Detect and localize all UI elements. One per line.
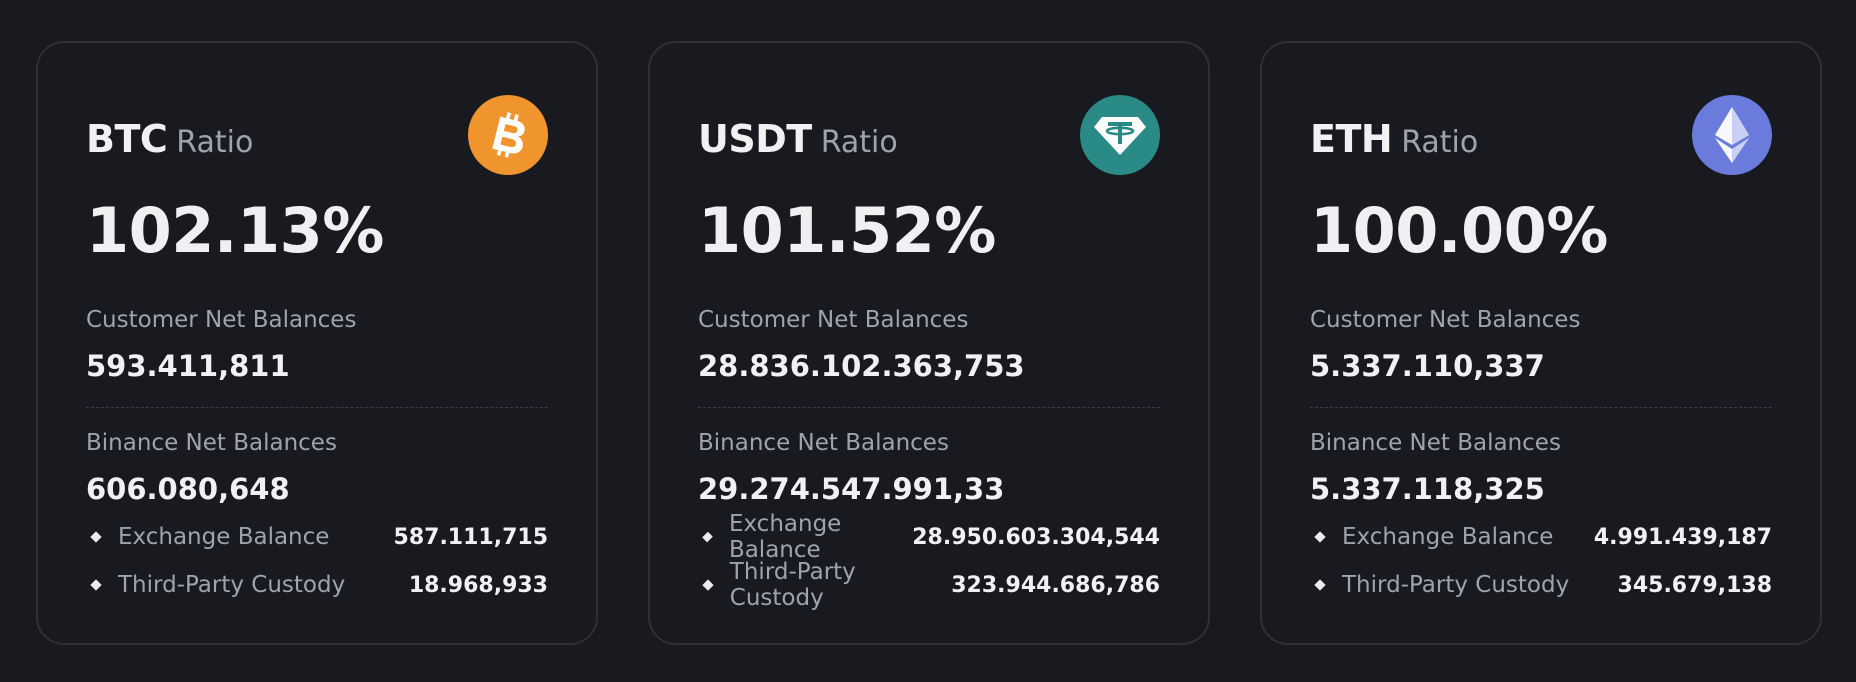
exchange-balance-value: 4.991.439,187 xyxy=(1593,524,1772,550)
card-title: ETH Ratio xyxy=(1310,117,1478,161)
card-header: BTC Ratio xyxy=(86,95,548,175)
third-party-custody-row: Third-Party Custody 323.944.686,786 xyxy=(698,559,1160,611)
third-party-custody-value: 18.968,933 xyxy=(408,572,548,598)
exchange-balance-value: 587.111,715 xyxy=(393,524,548,550)
exchange-balance-row: Exchange Balance 4.991.439,187 xyxy=(1310,522,1772,552)
third-party-custody-label: Third-Party Custody xyxy=(729,559,856,611)
exchange-balance-value: 28.950.603.304,544 xyxy=(912,524,1160,550)
bullet-icon xyxy=(702,579,714,591)
customer-net-balances-label: Customer Net Balances xyxy=(86,307,357,333)
bullet-icon xyxy=(90,579,102,591)
asset-symbol: ETH xyxy=(1310,117,1393,161)
ratio-word: Ratio xyxy=(820,125,898,160)
reserve-ratio-value: 100.00% xyxy=(1310,194,1608,267)
reserve-ratio-value: 102.13% xyxy=(86,194,384,267)
third-party-custody-value: 323.944.686,786 xyxy=(951,572,1160,598)
btc-ratio-card: BTC Ratio 102.13% Customer Net Balances … xyxy=(36,41,598,645)
ethereum-icon xyxy=(1692,95,1772,175)
tether-icon xyxy=(1080,95,1160,175)
binance-net-balances-label: Binance Net Balances xyxy=(1310,430,1561,456)
bullet-icon xyxy=(702,531,713,543)
ratio-word: Ratio xyxy=(1401,125,1479,160)
exchange-balance-label: Exchange Balance xyxy=(728,511,842,563)
binance-net-balances-label: Binance Net Balances xyxy=(698,430,949,456)
exchange-balance-row: Exchange Balance 587.111,715 xyxy=(86,522,548,552)
card-title: BTC Ratio xyxy=(86,117,253,161)
divider xyxy=(86,407,548,408)
divider xyxy=(698,407,1160,408)
third-party-custody-row: Third-Party Custody 345.679,138 xyxy=(1310,570,1772,600)
binance-net-balances-value: 5.337.118,325 xyxy=(1310,472,1545,506)
customer-net-balances-value: 28.836.102.363,753 xyxy=(698,349,1025,383)
customer-net-balances-label: Customer Net Balances xyxy=(698,307,969,333)
exchange-balance-row: Exchange Balance 28.950.603.304,544 xyxy=(698,511,1160,563)
usdt-ratio-card: USDT Ratio 101.52% Customer Net Balances… xyxy=(648,41,1210,645)
asset-symbol: USDT xyxy=(698,117,812,161)
customer-net-balances-value: 5.337.110,337 xyxy=(1310,349,1545,383)
customer-net-balances-value: 593.411,811 xyxy=(86,349,290,383)
reserve-ratio-value: 101.52% xyxy=(698,194,996,267)
third-party-custody-label: Third-Party Custody xyxy=(118,572,346,598)
card-header: USDT Ratio xyxy=(698,95,1160,175)
exchange-balance-label: Exchange Balance xyxy=(118,524,330,550)
third-party-custody-row: Third-Party Custody 18.968,933 xyxy=(86,570,548,600)
eth-ratio-card: ETH Ratio 100.00% Customer Net Balances … xyxy=(1260,41,1822,645)
third-party-custody-value: 345.679,138 xyxy=(1617,572,1772,598)
ratio-word: Ratio xyxy=(176,125,254,160)
binance-net-balances-value: 29.274.547.991,33 xyxy=(698,472,1005,506)
card-title: USDT Ratio xyxy=(698,117,898,161)
bullet-icon xyxy=(1314,531,1326,543)
customer-net-balances-label: Customer Net Balances xyxy=(1310,307,1581,333)
binance-net-balances-label: Binance Net Balances xyxy=(86,430,337,456)
bitcoin-icon xyxy=(468,95,548,175)
bullet-icon xyxy=(1314,579,1326,591)
reserve-ratio-cards: BTC Ratio 102.13% Customer Net Balances … xyxy=(36,41,1822,645)
divider xyxy=(1310,407,1772,408)
third-party-custody-label: Third-Party Custody xyxy=(1342,572,1570,598)
exchange-balance-label: Exchange Balance xyxy=(1342,524,1554,550)
binance-net-balances-value: 606.080,648 xyxy=(86,472,290,506)
card-header: ETH Ratio xyxy=(1310,95,1772,175)
asset-symbol: BTC xyxy=(86,117,168,161)
bullet-icon xyxy=(90,531,102,543)
